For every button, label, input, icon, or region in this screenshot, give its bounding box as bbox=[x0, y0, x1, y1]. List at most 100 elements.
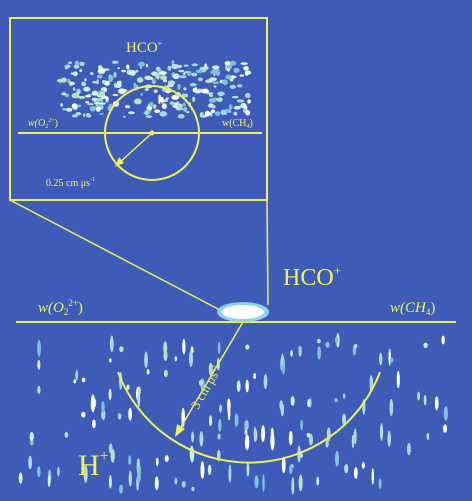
speckle bbox=[76, 112, 82, 115]
speckle bbox=[119, 484, 123, 494]
main-product-label: HCO+ bbox=[283, 263, 341, 291]
speckle bbox=[245, 434, 249, 450]
speckle bbox=[145, 88, 149, 91]
speckle bbox=[243, 66, 249, 70]
speckle bbox=[112, 61, 119, 64]
speckle bbox=[289, 465, 292, 475]
speckle bbox=[144, 76, 151, 80]
label-part: ) bbox=[78, 300, 83, 316]
speckle bbox=[173, 74, 180, 80]
speckle bbox=[246, 462, 249, 476]
speckle bbox=[156, 67, 161, 72]
speckle bbox=[83, 87, 90, 92]
label-part: w(O bbox=[28, 118, 45, 129]
speckle bbox=[208, 465, 212, 475]
label-part: ) bbox=[249, 118, 252, 129]
speckle bbox=[290, 350, 293, 357]
speckle bbox=[96, 107, 101, 112]
speckle bbox=[175, 356, 178, 361]
speckle bbox=[126, 385, 129, 390]
speckle bbox=[179, 75, 187, 78]
speckle bbox=[424, 395, 427, 405]
speckle bbox=[201, 89, 209, 94]
speckle bbox=[73, 87, 76, 91]
speckle bbox=[209, 98, 217, 103]
speckle bbox=[113, 72, 116, 78]
speckle bbox=[138, 387, 141, 395]
label-part: ) bbox=[430, 300, 435, 316]
speckle bbox=[299, 474, 303, 491]
speckle bbox=[19, 472, 23, 483]
speckle bbox=[145, 111, 149, 115]
speckle bbox=[73, 379, 76, 383]
speckle bbox=[92, 98, 98, 102]
speckle bbox=[182, 339, 185, 354]
speckle bbox=[244, 421, 247, 431]
speckle bbox=[37, 360, 40, 370]
speckle bbox=[149, 102, 153, 108]
speckle bbox=[262, 474, 264, 492]
label-part: w(O bbox=[38, 300, 64, 316]
speckle bbox=[187, 72, 191, 76]
speckle bbox=[344, 464, 348, 473]
speckle bbox=[335, 451, 339, 467]
label-part: w(CH bbox=[390, 300, 427, 316]
speckle bbox=[75, 61, 79, 66]
speckle bbox=[229, 104, 233, 109]
speckle bbox=[239, 74, 244, 76]
speckle bbox=[291, 396, 295, 406]
inset-scale-label: 0.25 cm μs-1 bbox=[46, 177, 95, 189]
label-part: HCO bbox=[283, 265, 334, 291]
speckle bbox=[191, 73, 197, 77]
speckle bbox=[152, 79, 156, 84]
speckle bbox=[102, 80, 106, 84]
speckle bbox=[163, 79, 167, 82]
speckle bbox=[99, 92, 105, 97]
speckle bbox=[170, 101, 175, 105]
speckle bbox=[98, 100, 102, 103]
speckle bbox=[325, 342, 329, 348]
speckle bbox=[183, 87, 186, 90]
speckle bbox=[205, 66, 208, 70]
speckle bbox=[118, 413, 122, 419]
speckle bbox=[343, 393, 346, 398]
speckle bbox=[146, 115, 152, 118]
speckle bbox=[28, 456, 32, 470]
speckle bbox=[426, 433, 429, 440]
blob-core bbox=[222, 305, 264, 319]
speckle bbox=[167, 65, 171, 70]
speckle bbox=[60, 103, 63, 106]
speckle bbox=[237, 380, 241, 392]
speckle bbox=[237, 99, 245, 102]
speckle bbox=[417, 391, 420, 400]
speckle bbox=[177, 104, 183, 109]
speckle bbox=[178, 70, 184, 72]
speckle bbox=[209, 94, 213, 97]
speckle bbox=[219, 405, 222, 413]
speckle bbox=[128, 111, 135, 114]
speckle bbox=[228, 407, 231, 420]
label-part: 0.25 cm μs bbox=[46, 178, 90, 189]
speckle bbox=[254, 426, 256, 442]
speckle bbox=[307, 399, 310, 407]
speckle bbox=[79, 69, 82, 72]
speckle bbox=[83, 113, 85, 117]
speckle bbox=[254, 475, 258, 488]
inset-product-label: HCO+ bbox=[126, 39, 163, 56]
speckle bbox=[67, 79, 70, 83]
speckle bbox=[123, 116, 126, 118]
speckle bbox=[37, 386, 40, 394]
speckle bbox=[116, 83, 122, 88]
speckle bbox=[77, 104, 81, 107]
speckle bbox=[235, 413, 239, 427]
speckle bbox=[441, 336, 444, 345]
speckle bbox=[215, 111, 221, 116]
label-part: + bbox=[100, 448, 109, 465]
speckle bbox=[214, 86, 217, 88]
speckle bbox=[162, 105, 167, 107]
connector bbox=[267, 200, 268, 305]
speckle bbox=[225, 65, 227, 70]
speckle bbox=[379, 478, 382, 489]
speckle bbox=[165, 455, 169, 462]
speckle bbox=[65, 432, 69, 438]
